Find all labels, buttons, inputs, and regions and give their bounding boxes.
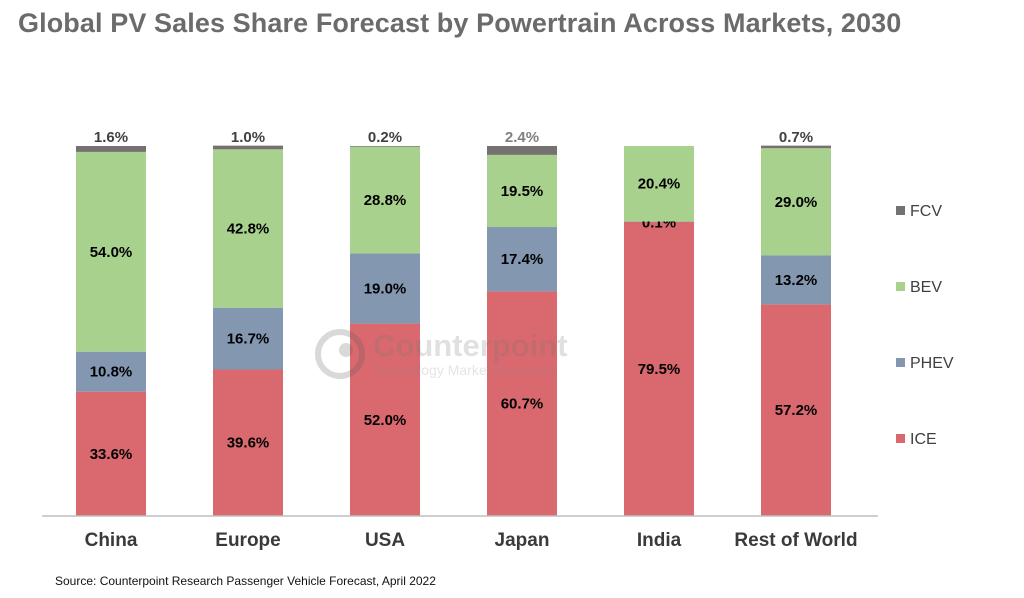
legend-swatch-fcv [896, 206, 905, 215]
bar-japan-ice [487, 291, 557, 516]
bar-india-ice-label: 79.5% [638, 361, 681, 378]
bars-group: 33.6% 10.8% 54.0% 1.6% 39.6% 16.7% 42.8% 1.0% 52… [76, 129, 831, 516]
source-note: Source: Counterpoint Research Passenger … [55, 574, 436, 588]
bar-europe-bev [213, 149, 283, 308]
bar-usa-fcv [350, 146, 420, 147]
bar-china-bev-label: 54.0% [90, 244, 133, 261]
chart-title: Global PV Sales Share Forecast by Powert… [18, 8, 902, 38]
bar-usa-ice-label: 52.0% [364, 412, 407, 429]
legend: FCV BEV PHEV ICE [896, 203, 954, 448]
x-tick-usa: USA [365, 530, 405, 551]
bar-usa-phev-label: 19.0% [364, 280, 407, 297]
watermark: Counterpoint Technology Market Research [312, 326, 568, 387]
legend-swatch-bev [896, 282, 905, 291]
bar-china-ice-label: 33.6% [90, 446, 133, 463]
x-tick-india: India [637, 530, 682, 551]
bar-europe-ice-label: 39.6% [227, 435, 270, 452]
x-tick-china: China [85, 530, 138, 551]
bar-usa-bev-label: 28.8% [364, 192, 407, 209]
bar-rest-of-world-fcv-label: 0.7% [779, 129, 813, 146]
legend-label-phev: PHEV [910, 355, 954, 372]
x-tick-labels: China Europe USA Japan India Rest of World [85, 530, 858, 551]
bar-china-phev-label: 10.8% [90, 364, 133, 381]
bar-rest-of-world-phev-label: 13.2% [775, 272, 818, 289]
bar-india-ice [624, 221, 694, 516]
watermark-tagline: Technology Market Research [373, 362, 555, 378]
legend-swatch-ice [896, 434, 905, 443]
legend-label-bev: BEV [910, 279, 942, 296]
bar-usa-fcv-label: 0.2% [368, 129, 402, 146]
bar-europe-bev-label: 42.8% [227, 221, 270, 238]
bar-china-phev [76, 351, 146, 392]
bar-usa-bev [350, 146, 420, 254]
x-tick-europe: Europe [215, 530, 280, 551]
bar-japan-bev [487, 154, 557, 228]
bar-rest-of-world-bev-label: 29.0% [775, 194, 818, 211]
x-tick-japan: Japan [495, 530, 550, 551]
bar-japan-phev-label: 17.4% [501, 251, 544, 268]
bar-europe-ice [213, 369, 283, 516]
bar-china-bev [76, 151, 146, 352]
bar-india-bev-label: 20.4% [638, 176, 681, 193]
bar-europe-phev [213, 307, 283, 370]
bar-rest-of-world-fcv [761, 145, 831, 149]
bar-india-bev [624, 146, 694, 222]
bar-usa-ice [350, 323, 420, 516]
counterpoint-logo-icon [315, 329, 365, 379]
legend-label-fcv: FCV [910, 203, 942, 220]
bar-europe-fcv-label: 1.0% [231, 129, 265, 146]
watermark-name: Counterpoint [373, 328, 568, 363]
legend-label-ice: ICE [910, 431, 937, 448]
bar-usa-phev [350, 253, 420, 324]
bar-rest-of-world-phev [761, 255, 831, 305]
bar-china-fcv [76, 146, 146, 152]
bar-rest-of-world-ice-label: 57.2% [775, 402, 818, 419]
bar-japan-bev-label: 19.5% [501, 183, 544, 200]
bar-japan-fcv [487, 146, 557, 155]
legend-swatch-phev [896, 358, 905, 367]
bar-china-fcv-label: 1.6% [94, 129, 128, 146]
x-tick-rest-of-world: Rest of World [734, 530, 857, 551]
bar-europe-fcv [213, 145, 283, 150]
bar-europe-phev-label: 16.7% [227, 331, 270, 348]
bar-japan-phev [487, 227, 557, 292]
bar-rest-of-world-bev [761, 148, 831, 256]
bar-china-ice [76, 391, 146, 516]
bar-rest-of-world-ice [761, 304, 831, 516]
bar-japan-fcv-label: 2.4% [505, 129, 539, 146]
bar-japan-ice-label: 60.7% [501, 396, 544, 413]
